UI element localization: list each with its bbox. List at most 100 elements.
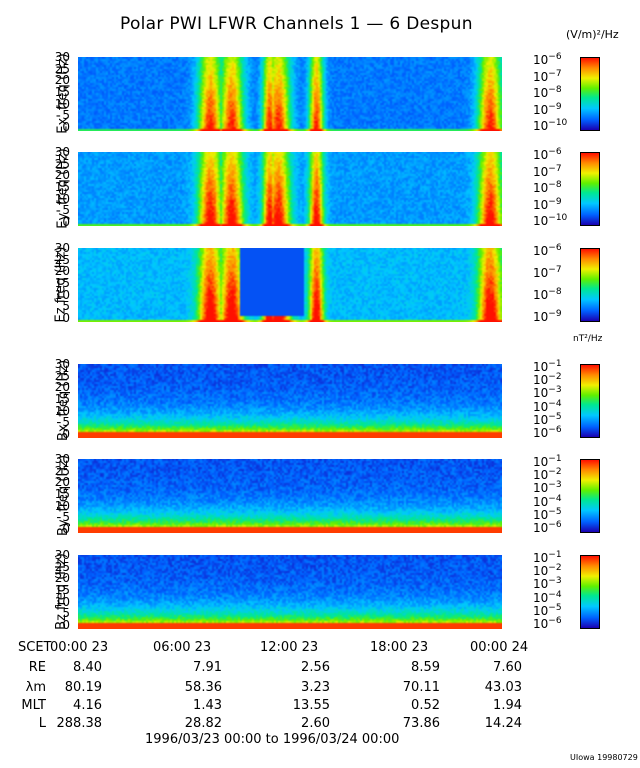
- y-tick-label: 0: [62, 311, 70, 325]
- colorbar-tick-label: 10−6: [533, 520, 562, 535]
- colorbar-tick-label: 10−5: [533, 506, 562, 522]
- colorbar-tick-label: 10−7: [533, 163, 562, 179]
- y-tick-label: 20: [54, 264, 70, 279]
- x-tick-label: 00:00 24: [470, 640, 529, 655]
- chart-title: Polar PWI LFWR Channels 1 — 6 Despun: [120, 14, 473, 34]
- y-tick-label: 20: [54, 571, 70, 586]
- y-tick-label: 20: [54, 73, 70, 88]
- y-tick-label: 30: [54, 452, 70, 466]
- y-tick-label: 25: [54, 368, 70, 383]
- colorbar-tick-label: 10−1: [533, 550, 562, 565]
- ephemeris-value: 58.36: [184, 680, 222, 695]
- ephemeris-value: 43.03: [484, 680, 522, 695]
- y-tick-label: 10: [54, 191, 70, 206]
- ephemeris-value: 1.43: [193, 698, 222, 713]
- y-tick-label: 30: [54, 50, 70, 64]
- colorbar-tick-label: 10−2: [533, 563, 562, 579]
- colorbar: [580, 459, 600, 533]
- y-tick-label: 15: [54, 180, 70, 194]
- y-tick-label: 5: [62, 606, 70, 621]
- ephemeris-value: 70.11: [402, 680, 440, 695]
- ephemeris-value: 288.38: [56, 716, 103, 731]
- colorbar-tick-label: 10−5: [533, 411, 562, 427]
- colorbar-tick-label: 10−3: [533, 480, 562, 496]
- y-tick-label: 10: [54, 287, 70, 302]
- colorbar-tick-label: 10−7: [533, 265, 562, 280]
- colorbar-tick-label: 10−8: [533, 85, 562, 100]
- y-tick-label: 30: [54, 145, 70, 159]
- y-tick-label: 5: [62, 510, 70, 525]
- y-tick-label: 0: [62, 522, 70, 536]
- y-tick-label: 5: [62, 299, 70, 314]
- y-tick-label: 10: [54, 498, 70, 513]
- colorbar-tick-label: 10−6: [533, 147, 562, 162]
- x-tick-label: 12:00 23: [260, 640, 319, 655]
- spectrogram-panel: [78, 459, 502, 533]
- y-tick-label: 15: [54, 276, 70, 290]
- y-tick-label: 20: [54, 168, 70, 183]
- y-tick-label: 25: [54, 156, 70, 171]
- colorbar-tick-label: 10−2: [533, 372, 562, 388]
- y-tick-label: 30: [54, 548, 70, 562]
- colorbar-tick-label: 10−3: [533, 385, 562, 401]
- spectrogram-panel: [78, 248, 502, 322]
- y-tick-label: 25: [54, 61, 70, 76]
- ephemeris-value: 14.24: [484, 716, 522, 731]
- ephemeris-value: 7.60: [493, 660, 522, 675]
- colorbar-tick-label: 10−10: [533, 213, 568, 228]
- ephemeris-value: 7.91: [193, 660, 222, 675]
- y-tick-label: 25: [54, 252, 70, 267]
- colorbar-tick-label: 10−2: [533, 467, 562, 483]
- y-tick-label: 10: [54, 594, 70, 609]
- ephemeris-value: 2.60: [301, 716, 330, 731]
- credit-label: UIowa 19980729: [570, 753, 638, 762]
- magnetic-units-label: nT²/Hz: [573, 334, 603, 344]
- ephemeris-value: 28.82: [184, 716, 222, 731]
- ephemeris-value: 1.94: [493, 698, 522, 713]
- ephemeris-row-label: λm: [25, 680, 46, 695]
- y-tick-label: 10: [54, 96, 70, 111]
- ephemeris-value: 8.59: [411, 660, 440, 675]
- y-tick-label: 20: [54, 475, 70, 490]
- colorbar-tick-label: 10−6: [533, 425, 562, 440]
- colorbar-tick-label: 10−6: [533, 243, 562, 258]
- spectrogram-panel: [78, 152, 502, 226]
- x-tick-label: 18:00 23: [370, 640, 429, 655]
- y-tick-label: 5: [62, 415, 70, 430]
- colorbar-tick-label: 10−8: [533, 180, 562, 195]
- y-tick-label: 0: [62, 618, 70, 632]
- y-tick-label: 5: [62, 108, 70, 123]
- colorbar-tick-label: 10−3: [533, 576, 562, 592]
- ephemeris-row-label: L: [38, 716, 46, 731]
- colorbar: [580, 248, 600, 322]
- spectrogram-panel: [78, 555, 502, 629]
- colorbar-tick-label: 10−4: [533, 398, 562, 414]
- y-tick-label: 15: [54, 583, 70, 597]
- ephemeris-row-label: MLT: [21, 698, 46, 713]
- colorbar: [580, 57, 600, 131]
- colorbar-tick-label: 10−9: [533, 101, 562, 117]
- colorbar-tick-label: 10−7: [533, 68, 562, 84]
- y-tick-label: 30: [54, 241, 70, 255]
- colorbar-tick-label: 10−5: [533, 602, 562, 618]
- colorbar-tick-label: 10−6: [533, 616, 562, 631]
- colorbar-tick-label: 10−4: [533, 493, 562, 509]
- y-tick-label: 15: [54, 392, 70, 406]
- time-range-label: 1996/03/23 00:00 to 1996/03/24 00:00: [145, 732, 400, 747]
- colorbar: [580, 152, 600, 226]
- ephemeris-value: 73.86: [402, 716, 440, 731]
- colorbar: [580, 555, 600, 629]
- y-tick-label: 10: [54, 403, 70, 418]
- y-tick-label: 0: [62, 215, 70, 229]
- y-tick-label: 25: [54, 463, 70, 478]
- colorbar-tick-label: 10−4: [533, 589, 562, 605]
- scet-label: SCET: [18, 640, 52, 655]
- y-tick-label: 0: [62, 120, 70, 134]
- spectrogram-panel: [78, 57, 502, 131]
- colorbar: [580, 364, 600, 438]
- spectrogram-panel: [78, 364, 502, 438]
- y-tick-label: 15: [54, 487, 70, 501]
- colorbar-tick-label: 10−6: [533, 52, 562, 67]
- ephemeris-value: 80.19: [64, 680, 102, 695]
- ephemeris-value: 2.56: [301, 660, 330, 675]
